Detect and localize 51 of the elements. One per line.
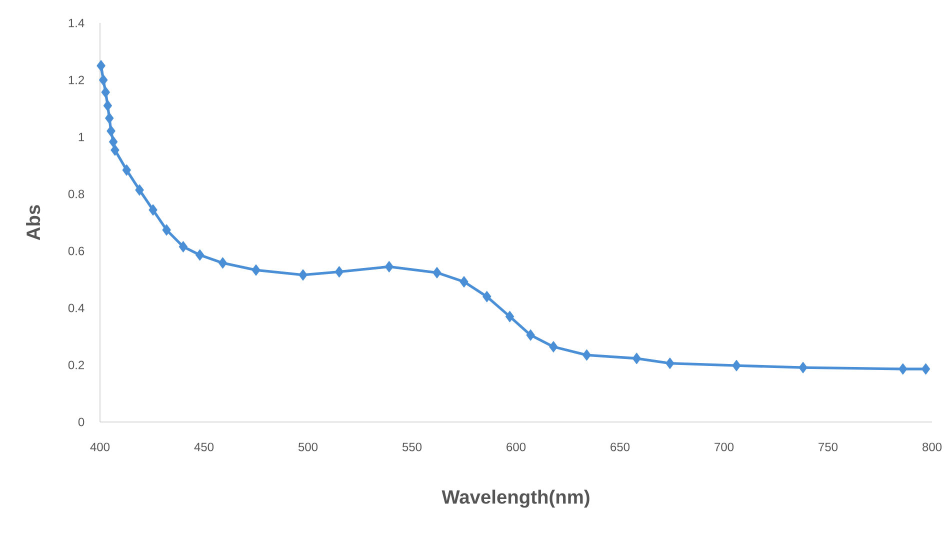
x-tick-label: 600 [506, 442, 526, 452]
y-tick-label: 1.4 [68, 18, 84, 28]
point [384, 261, 394, 272]
point [106, 125, 116, 137]
y-tick-label: 1 [78, 132, 84, 142]
point [334, 266, 344, 278]
point [96, 60, 106, 72]
point [135, 184, 144, 196]
point [898, 363, 908, 375]
point [122, 164, 131, 176]
y-tick-label: 0.2 [68, 360, 84, 370]
point [666, 358, 674, 369]
point [108, 136, 118, 148]
point [110, 144, 120, 156]
point [148, 204, 158, 216]
point [218, 257, 228, 269]
y-axis-title: Abs [26, 205, 40, 240]
x-axis-title: Wavelength(nm) [442, 490, 590, 508]
y-tick-label: 0.4 [68, 304, 84, 312]
point [103, 100, 112, 112]
x-tick-label: 700 [714, 442, 734, 452]
point [632, 352, 641, 364]
point [178, 241, 188, 252]
point [162, 224, 171, 236]
point [921, 363, 930, 375]
y-tick-label: 0 [78, 418, 84, 426]
point [732, 360, 741, 372]
x-tick-label: 750 [818, 442, 838, 452]
point [505, 310, 514, 322]
x-tick-label: 550 [402, 442, 422, 452]
y-tick-label: 0.6 [68, 246, 84, 256]
point [196, 249, 204, 261]
x-tick-label: 800 [922, 442, 942, 452]
point [582, 349, 592, 361]
point [298, 269, 308, 281]
point [432, 266, 442, 278]
point [252, 264, 260, 276]
point [98, 74, 108, 86]
point [105, 112, 114, 124]
point [101, 86, 110, 98]
point [798, 362, 808, 374]
x-tick-label: 400 [90, 442, 110, 452]
point [482, 290, 492, 302]
y-tick-label: 1.2 [68, 76, 84, 84]
point [460, 276, 468, 288]
x-tick-label: 500 [298, 442, 318, 452]
point [549, 341, 558, 352]
y-tick-label: 0.8 [68, 190, 84, 198]
point [526, 329, 535, 341]
x-tick-label: 450 [194, 442, 214, 452]
x-tick-label: 650 [610, 442, 630, 452]
